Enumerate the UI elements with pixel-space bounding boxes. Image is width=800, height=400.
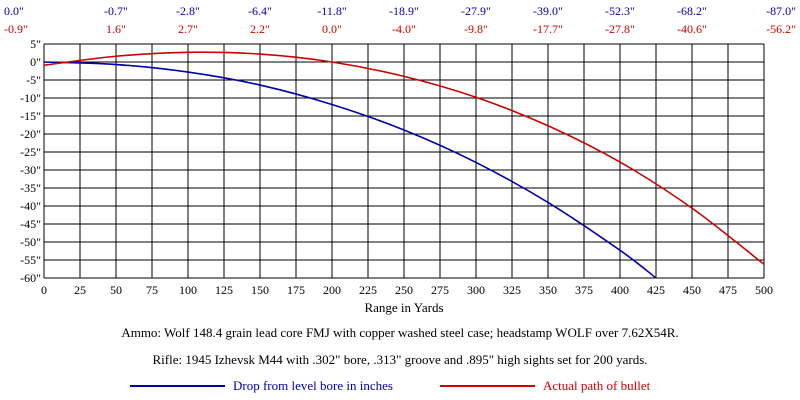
top-path-value: 2.7" [178,22,198,36]
y-tick-label: 0" [30,55,41,69]
x-tick-label: 425 [647,283,665,297]
x-tick-label: 225 [359,283,377,297]
legend-label-drop: Drop from level bore in inches [233,378,393,393]
y-tick-label: -5" [26,73,41,87]
top-path-value: -27.8" [605,22,635,36]
y-tick-label: -50" [20,235,41,249]
top-drop-value: -11.8" [317,4,347,18]
x-tick-label: 300 [467,283,485,297]
chart-grid [43,43,765,279]
x-tick-label: 125 [215,283,233,297]
x-tick-label: 500 [755,283,773,297]
top-path-value: 1.6" [106,22,126,36]
y-tick-label: 5" [30,37,41,51]
top-drop-value: -0.7" [104,4,128,18]
series-line-path [43,51,765,265]
top-path-value: -0.9" [4,22,28,36]
x-tick-label: 375 [575,283,593,297]
legend-swatch-path [440,385,535,387]
x-tick-label: 275 [431,283,449,297]
y-tick-label: -60" [20,271,41,285]
x-axis-tick-labels: 0 25 50 75 100 125 150 175 200 225 250 275 300 325 350… [41,283,773,297]
x-tick-label: 450 [683,283,701,297]
y-tick-label: -55" [20,253,41,267]
y-tick-label: -15" [20,109,41,123]
top-drop-value: -18.9" [389,4,419,18]
top-path-value: -17.7" [533,22,563,36]
top-path-value: 2.2" [250,22,270,36]
x-tick-label: 200 [323,283,341,297]
y-tick-label: -45" [20,217,41,231]
x-tick-label: 250 [395,283,413,297]
y-tick-label: -35" [20,181,41,195]
y-tick-label: -20" [20,127,41,141]
top-path-value: -56.2" [766,22,796,36]
rifle-note: Rifle: 1945 Izhevsk M44 with .302" bore,… [152,352,648,367]
top-drop-value: -87.0" [766,4,796,18]
top-drop-value: -27.9" [461,4,491,18]
y-tick-label: -25" [20,145,41,159]
ammo-note: Ammo: Wolf 148.4 grain lead core FMJ wit… [121,325,679,340]
top-row-path-values: -0.9" 1.6" 2.7" 2.2" 0.0" -4.0" -9.8" -17.7" -27… [4,22,796,36]
top-path-value: -40.6" [677,22,707,36]
x-tick-label: 150 [251,283,269,297]
top-drop-value: -52.3" [605,4,635,18]
y-tick-label: -30" [20,163,41,177]
top-row-drop-values: 0.0" -0.7" -2.8" -6.4" -11.8" -18.9" -27.9" -39… [4,4,796,18]
top-drop-value: -2.8" [176,4,200,18]
y-tick-label: -10" [20,91,41,105]
x-tick-label: 25 [74,283,86,297]
top-path-value: 0.0" [322,22,342,36]
x-tick-label: 350 [539,283,557,297]
legend-item-drop: Drop from level bore in inches [130,377,393,395]
x-tick-label: 50 [110,283,122,297]
top-path-value: -4.0" [392,22,416,36]
legend-item-path: Actual path of bullet [440,377,650,395]
series-line-drop [43,61,657,279]
x-tick-label: 0 [41,283,47,297]
x-tick-label: 325 [503,283,521,297]
chart-series [43,51,765,279]
legend-label-path: Actual path of bullet [543,378,651,393]
top-drop-value: -6.4" [248,4,272,18]
x-tick-label: 475 [719,283,737,297]
x-tick-label: 75 [146,283,158,297]
y-tick-label: -40" [20,199,41,213]
y-axis-tick-labels: 5" 0" -5" -10" -15" -20" -25" -30" -35" -40" -45" -… [20,37,41,285]
x-tick-label: 400 [611,283,629,297]
top-drop-value: -39.0" [533,4,563,18]
top-drop-value: 0.0" [4,4,24,18]
top-drop-value: -68.2" [677,4,707,18]
x-axis-label: Range in Yards [364,300,443,315]
x-tick-label: 100 [179,283,197,297]
legend-swatch-drop [130,385,225,387]
top-path-value: -9.8" [464,22,488,36]
x-tick-label: 175 [287,283,305,297]
